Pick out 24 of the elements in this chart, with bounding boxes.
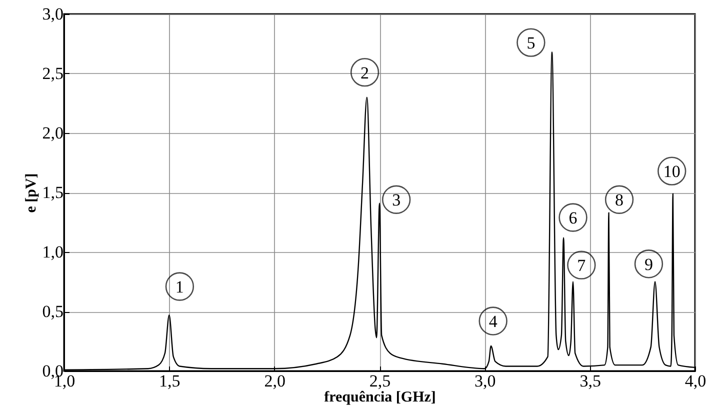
y-axis-title: e [pV] <box>23 173 40 213</box>
annotation: 5 <box>526 34 536 53</box>
y-tick-label: 1,0 <box>42 242 64 262</box>
x-tick-label: 3,5 <box>580 372 601 390</box>
annotation: 9 <box>644 254 653 274</box>
annotation: 6 <box>568 208 578 228</box>
annotation: 1 <box>175 278 184 297</box>
x-tick-label: 2,5 <box>369 372 391 390</box>
annotation: 10 <box>663 162 680 182</box>
y-tick-label: 2,5 <box>42 64 64 83</box>
x-axis-title: frequência [GHz] <box>324 390 436 406</box>
y-tick-label: 0,5 <box>42 302 64 321</box>
x-tick-label: 2,0 <box>264 372 286 390</box>
x-tick-label: 3,0 <box>474 372 496 390</box>
y-tick-label: 1,5 <box>42 183 64 202</box>
y-tick-label: 3,0 <box>42 4 64 24</box>
annotation: 7 <box>577 256 586 276</box>
annotation: 8 <box>615 190 624 210</box>
y-tick-label: 2,0 <box>42 124 64 142</box>
annotation: 3 <box>392 190 401 210</box>
annotation: 4 <box>488 312 498 332</box>
annotation: 2 <box>360 63 370 82</box>
x-tick-label: 4,0 <box>684 372 706 390</box>
x-tick-label: 1,5 <box>159 372 180 390</box>
